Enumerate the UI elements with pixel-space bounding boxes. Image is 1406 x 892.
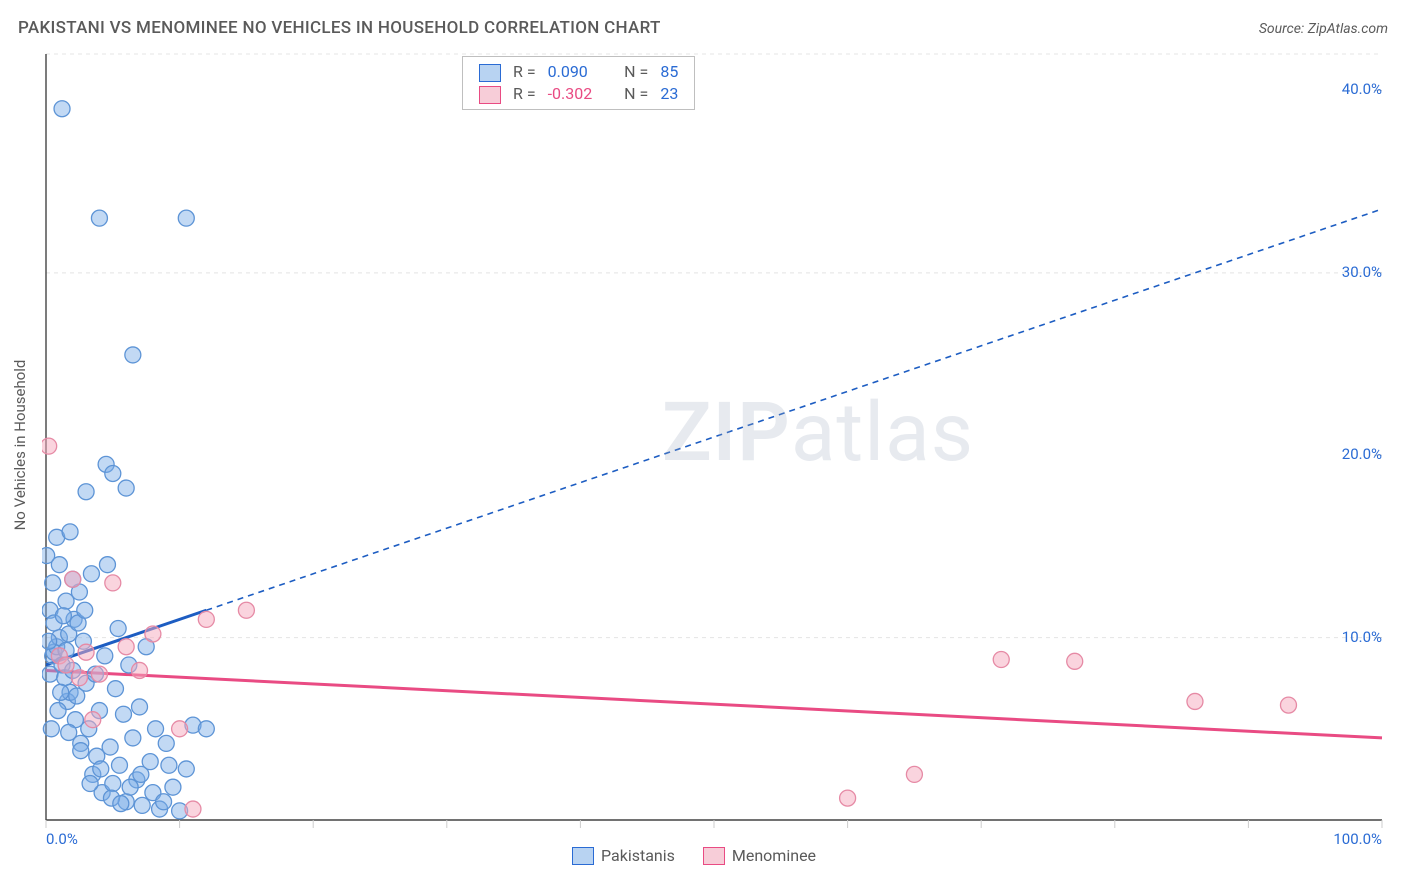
legend-item: Pakistanis	[572, 846, 675, 865]
legend-item: Menominee	[703, 846, 816, 865]
chart-area: No Vehicles in Household ZIPatlas R =0.0…	[42, 50, 1386, 840]
scatter-plot	[42, 50, 1386, 840]
legend-swatch	[572, 847, 594, 865]
tick-label: 20.0%	[1342, 445, 1382, 463]
tick-label: 100.0%	[1333, 830, 1382, 848]
legend-swatch	[473, 83, 507, 105]
tick-label: 10.0%	[1342, 628, 1382, 646]
chart-title: PAKISTANI VS MENOMINEE NO VEHICLES IN HO…	[18, 18, 661, 38]
tick-label: 40.0%	[1342, 80, 1382, 98]
legend-swatch	[703, 847, 725, 865]
tick-label: 30.0%	[1342, 263, 1382, 281]
correlation-legend: R =0.090 N =85R =-0.302 N =23	[462, 56, 695, 110]
legend-swatch	[473, 61, 507, 83]
y-axis-label: No Vehicles in Household	[11, 360, 29, 531]
chart-source: Source: ZipAtlas.com	[1259, 21, 1388, 37]
tick-label: 0.0%	[46, 830, 78, 848]
legend-label: Menominee	[732, 846, 816, 865]
series-legend: Pakistanis Menominee	[572, 846, 816, 865]
legend-label: Pakistanis	[601, 846, 675, 865]
